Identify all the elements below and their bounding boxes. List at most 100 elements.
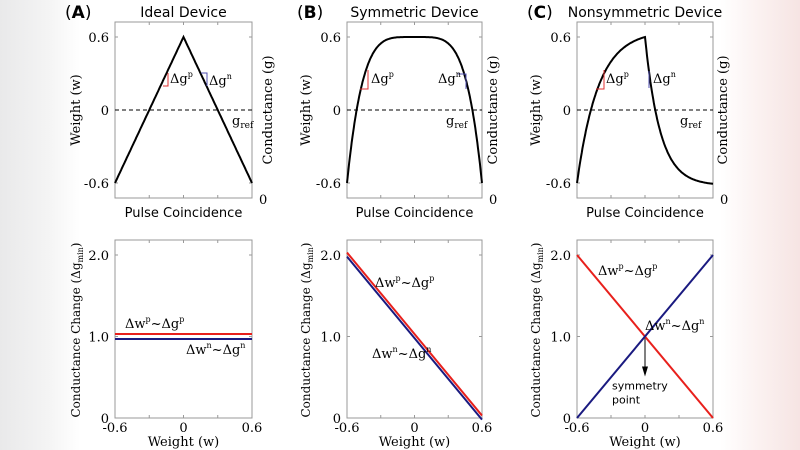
text-part: g	[446, 114, 454, 129]
panel-header-A: (A) Ideal Device	[65, 3, 227, 23]
y-tick-label: 0.6	[550, 31, 571, 46]
delta-gn-bracket	[458, 73, 467, 89]
y-tick-label: 0	[563, 104, 571, 119]
text-part: Δg	[438, 72, 456, 87]
weight-curve	[576, 35, 714, 185]
text-part: p	[429, 274, 434, 283]
panel-label: (B)	[297, 3, 323, 23]
y-right-tick-label: 0	[720, 193, 728, 208]
text-part: min	[76, 247, 85, 262]
text-part: ~Δg	[401, 276, 430, 291]
text-part: (	[65, 3, 72, 23]
x-axis-label: Weight (w)	[148, 435, 219, 450]
text-part: g	[232, 114, 240, 129]
text-part: p	[624, 70, 629, 79]
delta-gn-label: Δgn	[438, 70, 461, 87]
text-part: )	[69, 242, 83, 247]
y-right-tick-label: 0	[489, 193, 497, 208]
text-part: (	[527, 3, 534, 23]
y-tick-label: 0	[333, 104, 341, 119]
delta-wn-label: Δwn~Δgn	[186, 341, 245, 358]
text-part: p	[179, 315, 184, 324]
text-part: )	[546, 3, 553, 23]
text-part: Δw	[645, 319, 666, 334]
delta-gn-bracket	[201, 72, 208, 86]
y-axis-label-right: Conductance (g)	[261, 55, 276, 164]
text-part: n	[426, 345, 431, 354]
panel-label: (A)	[65, 3, 91, 23]
text-part: Conductance Change (Δg	[69, 262, 83, 417]
g-ref-label: gref	[680, 114, 702, 131]
text-part: ref	[688, 121, 702, 131]
delta-gn-label: Δgn	[209, 72, 232, 89]
panel-title: Symmetric Device	[350, 5, 478, 21]
text-part: g	[680, 114, 688, 129]
y-tick-label: 0	[333, 412, 341, 427]
y-axis-label: Weight (w)	[299, 74, 314, 145]
x-tick-label: 0.6	[703, 421, 724, 436]
delta-wn-label: Δwn~Δgn	[372, 345, 431, 362]
x-tick-label: 0.6	[472, 421, 493, 436]
text-part: Δg	[653, 72, 671, 87]
text-part: min	[536, 247, 545, 262]
text-part: ref	[240, 121, 254, 131]
y-tick-label: 2.0	[550, 249, 571, 264]
delta-wp-line	[346, 251, 483, 417]
x-tick-label: 0	[641, 421, 649, 436]
y-tick-label: 2.0	[320, 249, 341, 264]
text-part: )	[529, 242, 543, 247]
symmetry-point-label: symmetry	[612, 380, 668, 393]
text-part: ~Δg	[398, 347, 427, 362]
text-part: n	[207, 341, 212, 350]
text-part: n	[227, 72, 232, 81]
text-part: n	[671, 70, 676, 79]
panel-title: Ideal Device	[140, 5, 226, 21]
text-part: Δg	[606, 72, 624, 87]
text-part: (	[297, 3, 304, 23]
text-part: n	[666, 317, 671, 326]
x-axis-label: Weight (w)	[609, 435, 680, 450]
delta-gp-bracket	[163, 73, 169, 87]
panel-title: Nonsymmetric Device	[568, 5, 723, 21]
text-part: ref	[454, 121, 468, 131]
y-right-tick-label: 0	[259, 193, 267, 208]
y-tick-label: -0.6	[546, 177, 571, 192]
g-ref-label: gref	[446, 114, 468, 131]
x-tick-label: -0.6	[334, 421, 359, 436]
x-tick-label: -0.6	[102, 421, 127, 436]
panel-header-B: (B) Symmetric Device	[297, 3, 479, 23]
text-part: n	[240, 341, 245, 350]
delta-gp-bracket	[360, 70, 369, 90]
y-tick-label: 1.0	[320, 331, 341, 346]
y-tick-label: -0.6	[84, 177, 109, 192]
text-part: p	[396, 274, 401, 283]
panel-header-C: (C) Nonsymmetric Device	[527, 3, 722, 23]
y-tick-label: 0.6	[88, 31, 109, 46]
delta-wn-line	[576, 254, 714, 419]
y-tick-label: 0.6	[320, 31, 341, 46]
delta-gp-label: Δgp	[170, 70, 193, 87]
y-axis-label: Conductance Change (Δgmin)	[299, 242, 315, 417]
text-part: Δw	[598, 264, 619, 279]
y-tick-label: 0	[101, 104, 109, 119]
text-part: Conductance Change (Δg	[299, 262, 313, 417]
text-part: n	[699, 317, 704, 326]
text-part: n	[393, 345, 398, 354]
text-part: Δw	[186, 343, 207, 358]
delta-wn-line	[346, 255, 483, 421]
chart-B-weight-vs-pulse: 0.6 0 -0.6 0 Pulse Coincidence Weight (w) Cond…	[299, 21, 501, 221]
y-axis-label: Conductance Change (Δgmin)	[529, 242, 545, 417]
text-part: ~Δg	[151, 317, 180, 332]
text-part: ~Δg	[671, 319, 700, 334]
text-part: n	[456, 70, 461, 79]
text-part: )	[299, 242, 313, 247]
weight-curve	[346, 36, 483, 184]
chart-A-weight-vs-pulse: 0.6 0 -0.6 0 Pulse Coincidence Weight (w) Cond…	[69, 21, 276, 221]
text-part: C	[534, 3, 546, 23]
delta-wp-label: Δwp~Δgp	[598, 262, 657, 279]
text-part: p	[389, 70, 394, 79]
y-tick-label: 2.0	[88, 249, 109, 264]
